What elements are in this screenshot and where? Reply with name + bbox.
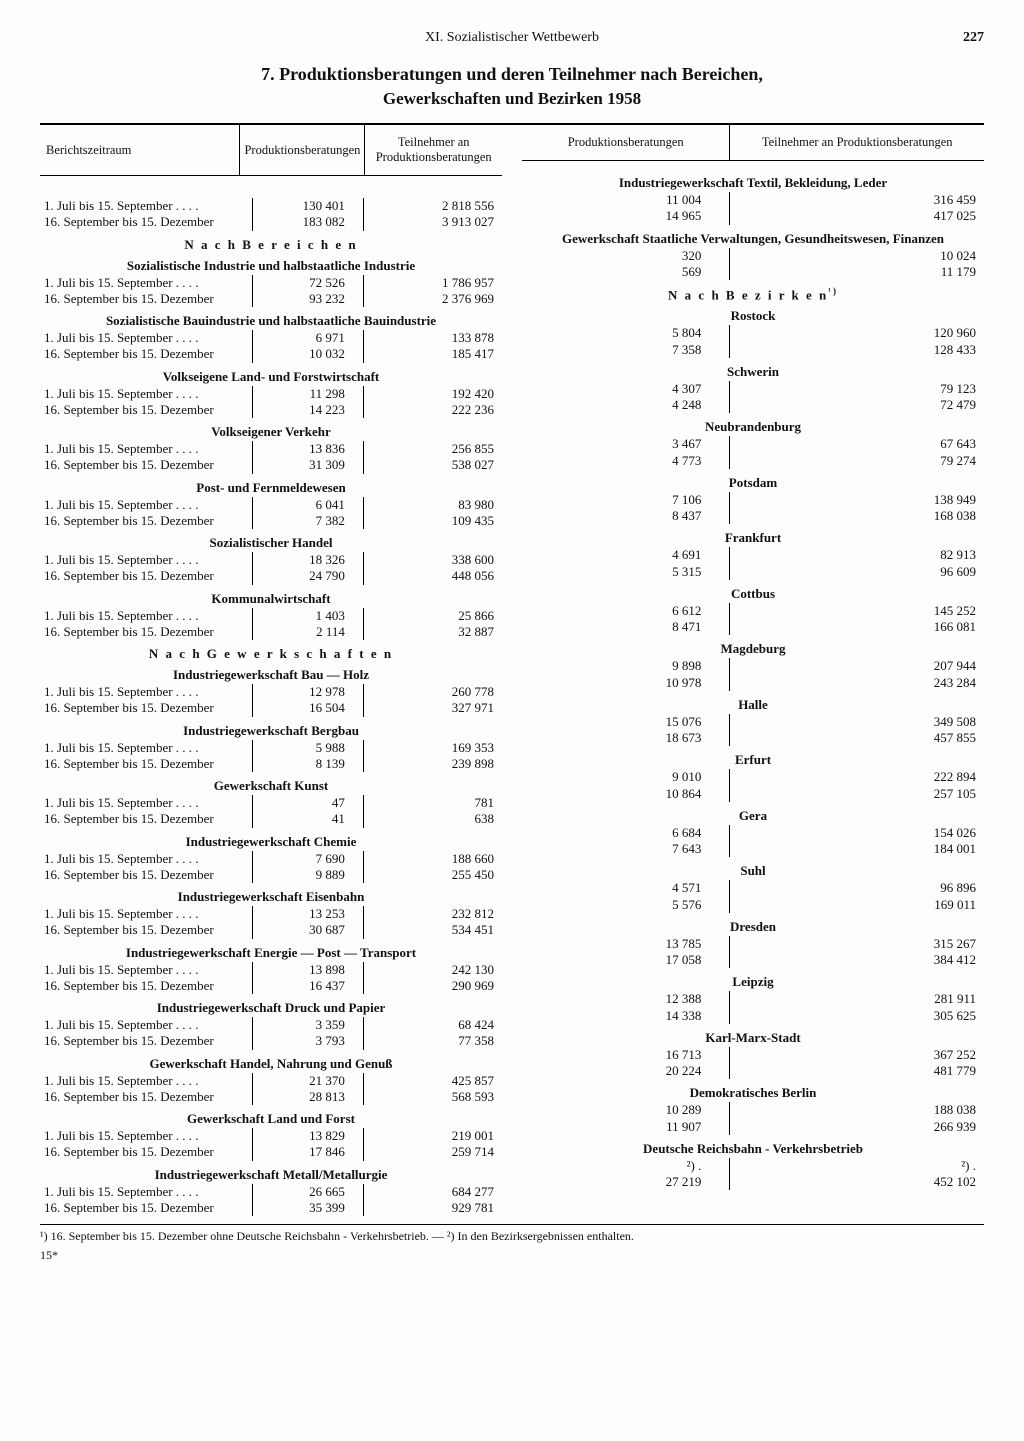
section-heading: N a c h B e r e i c h e n <box>40 233 502 254</box>
group-heading: Potsdam <box>522 471 984 492</box>
page: XI. Sozialistischer Wettbewerb 227 7. Pr… <box>40 30 984 1263</box>
data-row: 1. Juli bis 15. September21 370425 857 1… <box>40 1073 502 1106</box>
page-number: 227 <box>934 30 984 46</box>
data-row: 1. Juli bis 15. September18 326338 600 1… <box>40 552 502 585</box>
data-row: 1. Juli bis 15. September6 04183 980 16.… <box>40 497 502 530</box>
data-row: 1. Juli bis 15. September26 665684 277 1… <box>40 1184 502 1217</box>
data-row: 1. Juli bis 15. September7 690188 660 16… <box>40 851 502 884</box>
data-row: 9 898207 944 10 978243 284 <box>522 658 984 691</box>
footnotes: ¹) 16. September bis 15. Dezember ohne D… <box>40 1224 984 1244</box>
group-heading: Industriegewerkschaft Bau — Holz <box>40 663 502 684</box>
group-heading: Sozialistischer Handel <box>40 531 502 552</box>
data-row: 7 106138 949 8 437168 038 <box>522 492 984 525</box>
group-heading: Cottbus <box>522 582 984 603</box>
data-row: 1. Juli bis 15. September1 40325 866 16.… <box>40 608 502 641</box>
left-header: Berichtszeitraum Produktionsberatungen T… <box>40 125 502 176</box>
data-row: 6 684154 026 7 643184 001 <box>522 825 984 858</box>
left-column: Berichtszeitraum Produktionsberatungen T… <box>40 125 502 1218</box>
group-heading: Rostock <box>522 304 984 325</box>
group-heading: Gera <box>522 804 984 825</box>
running-head: XI. Sozialistischer Wettbewerb 227 <box>40 30 984 46</box>
group-heading: Dresden <box>522 915 984 936</box>
data-row: 1. Juli bis 15. September12 978260 778 1… <box>40 684 502 717</box>
data-row: 4 30779 123 4 24872 479 <box>522 381 984 414</box>
group-heading: Suhl <box>522 859 984 880</box>
data-row: 1. Juli bis 15. September13 836256 855 1… <box>40 441 502 474</box>
header-prod-r: Produktionsberatungen <box>522 125 730 161</box>
data-row: 1. Juli bis 15. September47781 16. Septe… <box>40 795 502 828</box>
data-row: 1. Juli bis 15. September13 898242 130 1… <box>40 962 502 995</box>
group-heading: Industriegewerkschaft Metall/Metallurgie <box>40 1163 502 1184</box>
data-row: 11 004316 459 14 965417 025 <box>522 192 984 225</box>
data-row: 1. Juli bis 15. September130 4012 818 55… <box>40 198 502 231</box>
group-heading: Gewerkschaft Handel, Nahrung und Genuß <box>40 1052 502 1073</box>
group-heading: Gewerkschaft Land und Forst <box>40 1107 502 1128</box>
group-heading: Industriegewerkschaft Eisenbahn <box>40 885 502 906</box>
group-heading: Kommunalwirtschaft <box>40 587 502 608</box>
section-heading: N a c h B e z i r k e n¹) <box>522 282 984 304</box>
header-period: Berichtszeitraum <box>40 125 240 176</box>
group-heading: Post- und Fernmeldewesen <box>40 476 502 497</box>
data-row: 12 388281 911 14 338305 625 <box>522 991 984 1024</box>
group-heading: Demokratisches Berlin <box>522 1081 984 1102</box>
data-row: 1. Juli bis 15. September13 829219 001 1… <box>40 1128 502 1161</box>
data-row: ²) .²) . 27 219452 102 <box>522 1158 984 1191</box>
header-participants-r: Teilnehmer an Produktionsberatungen <box>730 125 984 161</box>
group-heading: Sozialistische Bauindustrie und halbstaa… <box>40 309 502 330</box>
group-heading: Karl-Marx-Stadt <box>522 1026 984 1047</box>
data-row: 3 46767 643 4 77379 274 <box>522 436 984 469</box>
data-row: 13 785315 267 17 058384 412 <box>522 936 984 969</box>
group-heading: Deutsche Reichsbahn - Verkehrsbetrieb <box>522 1137 984 1158</box>
table-title-line1: 7. Produktionsberatungen und deren Teiln… <box>40 64 984 85</box>
group-heading: Frankfurt <box>522 526 984 547</box>
header-prod: Produktionsberatungen <box>240 125 365 176</box>
data-row: 1. Juli bis 15. September72 5261 786 957… <box>40 275 502 308</box>
data-row: 1. Juli bis 15. September13 253232 812 1… <box>40 906 502 939</box>
chapter-label: XI. Sozialistischer Wettbewerb <box>90 30 934 46</box>
group-heading: Industriegewerkschaft Energie — Post — T… <box>40 941 502 962</box>
data-row: 1. Juli bis 15. September6 971133 878 16… <box>40 330 502 363</box>
group-heading: Volkseigene Land- und Forstwirtschaft <box>40 365 502 386</box>
group-heading: Schwerin <box>522 360 984 381</box>
group-heading: Magdeburg <box>522 637 984 658</box>
data-row: 15 076349 508 18 673457 855 <box>522 714 984 747</box>
data-row: 10 289188 038 11 907266 939 <box>522 1102 984 1135</box>
group-heading: Industriegewerkschaft Druck und Papier <box>40 996 502 1017</box>
data-row: 16 713367 252 20 224481 779 <box>522 1047 984 1080</box>
data-row: 4 57196 896 5 576169 011 <box>522 880 984 913</box>
group-heading: Halle <box>522 693 984 714</box>
group-heading: Neubrandenburg <box>522 415 984 436</box>
data-row: 9 010222 894 10 864257 105 <box>522 769 984 802</box>
data-row: 6 612145 252 8 471166 081 <box>522 603 984 636</box>
right-column: Produktionsberatungen Teilnehmer an Prod… <box>522 125 984 1218</box>
group-heading: Leipzig <box>522 970 984 991</box>
group-heading: Erfurt <box>522 748 984 769</box>
group-heading: Industriegewerkschaft Textil, Bekleidung… <box>522 171 984 192</box>
table-columns: Berichtszeitraum Produktionsberatungen T… <box>40 123 984 1218</box>
data-row: 5 804120 960 7 358128 433 <box>522 325 984 358</box>
group-heading: Industriegewerkschaft Bergbau <box>40 719 502 740</box>
data-row: 1. Juli bis 15. September11 298192 420 1… <box>40 386 502 419</box>
data-row: 4 69182 913 5 31596 609 <box>522 547 984 580</box>
group-heading: Industriegewerkschaft Chemie <box>40 830 502 851</box>
header-participants: Teilnehmer an Produktionsberatungen <box>365 125 502 176</box>
data-row: 1. Juli bis 15. September3 35968 424 16.… <box>40 1017 502 1050</box>
right-header: Produktionsberatungen Teilnehmer an Prod… <box>522 125 984 161</box>
data-row: 1. Juli bis 15. September5 988169 353 16… <box>40 740 502 773</box>
group-heading: Sozialistische Industrie und halbstaatli… <box>40 254 502 275</box>
group-heading: Gewerkschaft Staatliche Verwaltungen, Ge… <box>522 227 984 248</box>
section-heading: N a c h G e w e r k s c h a f t e n <box>40 642 502 663</box>
group-heading: Volkseigener Verkehr <box>40 420 502 441</box>
data-row: 32010 024 56911 179 <box>522 248 984 281</box>
group-heading: Gewerkschaft Kunst <box>40 774 502 795</box>
signature-mark: 15* <box>40 1248 984 1263</box>
table-title-line2: Gewerkschaften und Bezirken 1958 <box>40 89 984 109</box>
